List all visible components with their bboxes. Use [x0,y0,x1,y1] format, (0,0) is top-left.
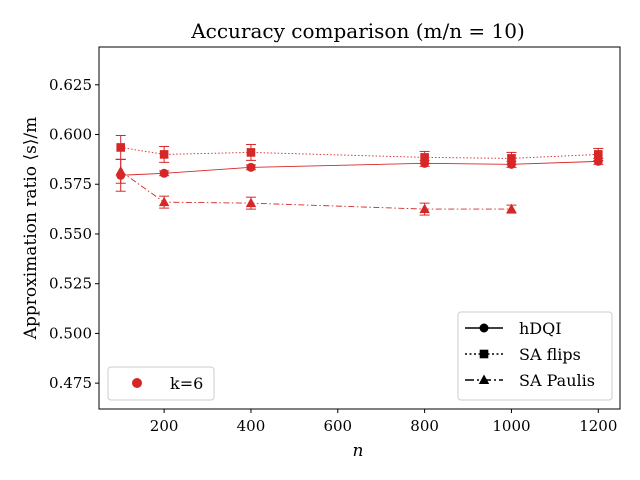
data-point [159,150,169,159]
data-point [158,196,170,207]
chart-title: Accuracy comparison (m/n = 10) [190,19,525,43]
legend-label: SA Paulis [519,371,595,390]
legend-marker [479,323,489,333]
legend-entry: hDQI [465,319,562,338]
legend-marker [478,374,490,384]
x-tick-label: 400 [237,417,266,435]
x-tick-label: 600 [323,417,352,435]
data-point [246,162,256,172]
y-tick-label: 0.500 [49,324,92,342]
y-tick-label: 0.475 [49,374,92,392]
data-point [159,168,169,178]
legend-color: k=6 [107,366,215,401]
legend-color-box [107,366,215,401]
y-tick-label: 0.625 [49,76,92,94]
series-layer [115,135,604,216]
series-hdqi [115,156,604,192]
series-sa-flips [115,135,604,165]
data-point [115,165,126,176]
y-tick-label: 0.600 [49,126,92,144]
x-tick-label: 800 [410,417,439,435]
legend-color-label: k=6 [170,374,203,393]
series-line [120,160,599,176]
x-tick-label: 200 [150,417,179,435]
y-tick-label: 0.550 [49,225,92,243]
legend-entry: SA Paulis [465,371,595,390]
series-sa-paulis [115,158,517,216]
legend-entry: SA flips [465,345,581,364]
data-point [245,197,257,208]
data-point [419,203,430,214]
legend-label: hDQI [519,319,562,338]
data-point [593,150,603,159]
y-axis-label: Approximation ratio ⟨s⟩/m [21,117,41,341]
series-line [120,147,599,159]
data-point [116,143,126,152]
x-axis-label: n [353,441,364,461]
data-point [420,153,429,162]
data-point [593,156,603,166]
legend-series-box [457,311,613,401]
y-axis: 0.475 0.500 0.525 0.550 0.575 0.600 0.625 [49,76,99,392]
y-tick-label: 0.575 [49,175,92,193]
legend-marker [479,349,489,359]
legend-label: SA flips [519,345,581,364]
plot-area-frame [98,46,621,410]
data-point [507,154,516,163]
legend-color-marker [132,378,142,388]
data-point [246,148,256,157]
y-tick-label: 0.525 [49,275,92,293]
x-tick-label: 1200 [579,417,617,435]
x-axis: 200 400 600 800 1000 1200 [150,409,617,435]
series-line [120,170,512,210]
x-tick-label: 1000 [492,417,530,435]
legend-series: hDQI SA flips SA Paulis [457,311,613,401]
data-point [506,203,517,214]
